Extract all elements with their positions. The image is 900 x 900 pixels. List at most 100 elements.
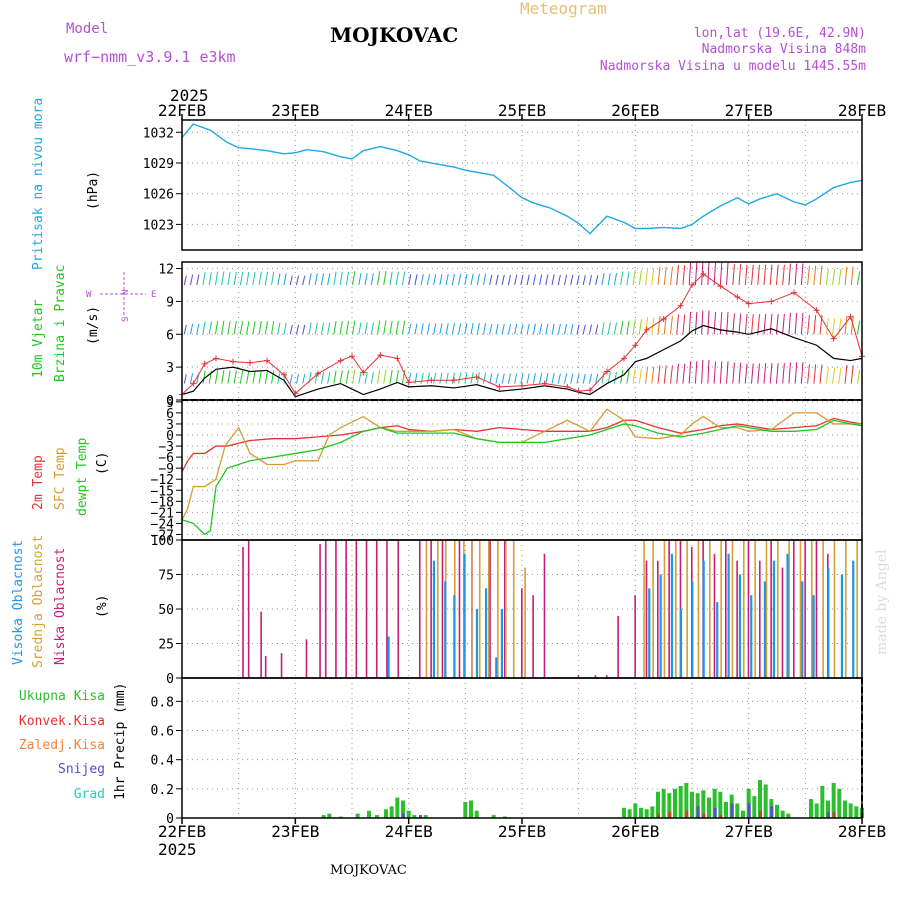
wind-barb [713,361,717,384]
cloud-mid-label: Srednja Oblacnost [31,535,46,668]
precip-total-bar [848,803,853,818]
cloud-low-bar [770,540,772,678]
cloud-low-bar [355,540,358,678]
precip-ytick-label: 0.2 [151,783,174,798]
wind-barb [214,370,219,384]
wind-gust-marker [830,335,837,342]
wind-barb [782,363,785,384]
wind-barb [707,261,710,286]
wind-barb [744,363,748,384]
precip-total-bar [707,797,711,818]
precip-total-bar [374,815,379,818]
wind-barb [719,312,723,335]
precip-total-bar [622,807,626,818]
precip-total-bar [650,806,655,818]
wind-barb [607,322,611,335]
wind-barb [663,365,667,384]
wind-barb [545,274,549,286]
pressure-ytick-label: 1023 [143,218,174,233]
wind-barb [788,263,791,286]
wind-barb [258,321,262,335]
wind-barb [271,321,275,335]
wind-barb [819,364,823,384]
xtick-bottom-label: 25FEB [498,822,546,841]
cloud-low-bar [725,540,727,678]
precip-total-bar [367,810,371,818]
wind-barb [258,370,262,384]
wind-barb [620,271,624,286]
wind-barb [514,274,518,286]
precip-unit: 1hr Precip (mm) [113,683,128,800]
model-altitude-label: Nadmorska Visina u modelu 1445.55m [600,59,866,74]
cloud-unit: (%) [95,595,110,618]
wind-barb [719,262,723,286]
cloud-low-bar [594,675,597,678]
precip-total-bar [780,810,785,818]
cloud-mid-bar [488,540,490,678]
wind-barb [395,271,399,286]
wind-barb [401,271,406,286]
wind-barb [682,314,686,335]
wind-barb [545,372,549,384]
wind-barb [726,361,729,384]
precip-total-bar [355,813,360,818]
cloud-mid-bar [720,540,722,678]
pressure-line [181,123,863,235]
cloud-high-bar [852,560,855,678]
cloud-low-bar [419,540,421,678]
year-top: 2025 [170,86,209,105]
cloud-mid-bar [512,540,515,678]
xtick-top-label: 25FEB [498,101,546,120]
precip-total-bar [837,788,842,818]
wind-gust-marker [689,282,695,288]
wind-gust-marker [643,326,650,333]
wind-barb [271,271,275,286]
wind-barb [751,314,754,335]
wind-barb [588,275,593,286]
temp-sfc-label: SFC Temp [53,447,68,510]
wind-barb [832,318,836,335]
cloud-mid-bar [709,540,711,678]
wind-barb [856,320,861,335]
wind-barb [813,364,817,384]
wind-barb [482,273,487,286]
precip-total-bar [389,806,394,818]
wind-barb [707,359,710,384]
wind-speed-line [181,324,863,398]
precip-total-bar [854,806,859,818]
precip-total-label: Ukupna Kisa [19,689,105,704]
wind-gust-marker [337,357,344,364]
cloud-mid-bar [811,540,813,678]
meteogram-title: Meteogram [520,0,607,18]
wind-gust-marker [660,315,667,322]
wind-barb [395,320,399,335]
wind-barb [439,372,443,384]
wind-barb [819,265,823,286]
wind-barb [239,370,244,384]
wind-barb [551,274,555,286]
wind-barb [308,322,312,335]
pressure-legend-label: Pritisak na nivou mora [31,98,46,270]
cloud-mid-bar [731,540,734,678]
wind-barb [264,321,269,335]
cloud-low-bar [736,560,738,678]
pressure-ytick-label: 1032 [143,126,174,141]
wind-barb [607,371,611,384]
wind-barb [389,271,393,286]
precip-total-bar [412,815,417,818]
temp-dewpt-line [181,419,863,536]
wind-gust-marker [575,388,582,395]
wind-barb [751,264,754,286]
wind-barb [501,373,505,384]
wind-barb [246,321,250,335]
wind-barb [370,371,374,384]
precip-total-bar [831,783,836,818]
wind-barb [769,264,773,286]
wind-barb [358,273,362,286]
wind-barb [289,374,293,384]
precip-total-bar [678,785,683,818]
wind-barb [239,321,244,335]
wind-barb [651,268,655,286]
wind-barb [370,273,374,286]
wind-gust-marker [377,352,384,359]
